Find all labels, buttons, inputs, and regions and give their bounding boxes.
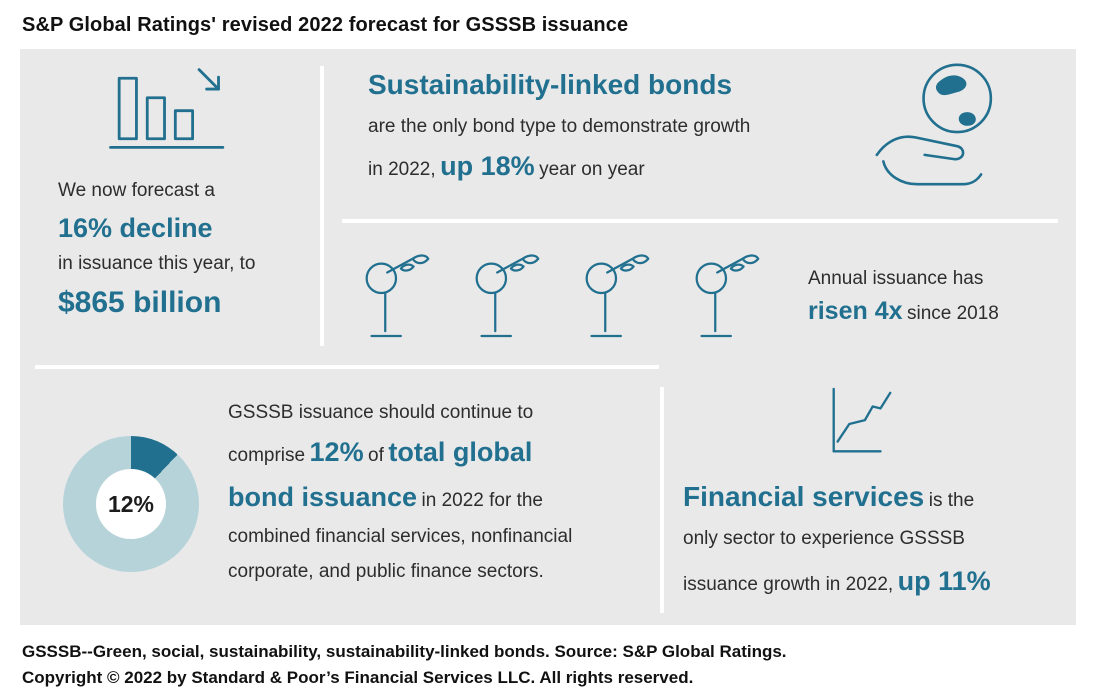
slb-line2-pre: in 2022, (368, 158, 436, 180)
gsssb-share-block: GSSSB issuance should continue to compri… (228, 401, 668, 595)
issuance-highlight: risen 4x (808, 296, 903, 325)
divider-horizontal-left (35, 365, 659, 369)
gsssb-percent-highlight: 12% (309, 436, 364, 467)
sprout-bulb-icon (352, 241, 440, 344)
gsssb-bond-issuance-highlight: bond issuance (228, 481, 418, 512)
financial-growth-highlight: up 11% (897, 566, 991, 597)
donut-center-label: 12% (107, 490, 155, 517)
issuance-line2: risen 4x since 2018 (808, 293, 999, 329)
forecast-line1: We now forecast a (58, 180, 216, 201)
sprout-bulb-icon (572, 241, 660, 344)
gsssb-line3: bond issuance in 2022 for the (228, 481, 668, 515)
gsssb-line1: GSSSB issuance should continue to (228, 402, 534, 423)
divider-horizontal-right (342, 219, 1058, 223)
issuance-line1: Annual issuance has (808, 268, 984, 289)
financial-line1: Financial services is the (683, 479, 1073, 515)
financial-line2: only sector to experience GSSSB (683, 528, 965, 550)
forecast-line2: in issuance this year, to (58, 253, 256, 275)
infographic-panel: We now forecast a 16% decline in issuanc… (20, 49, 1076, 625)
slb-growth-highlight: up 18% (440, 150, 535, 181)
financial-line3-pre: issuance growth in 2022, (683, 574, 894, 596)
issuance-block: Annual issuance has risen 4x since 2018 (808, 265, 999, 329)
financial-services-block: Financial services is the only sector to… (683, 479, 1073, 611)
slb-line2-post: year on year (539, 158, 645, 180)
divider-vertical-top (320, 66, 324, 346)
gsssb-line2-mid: of (368, 444, 384, 466)
gsssb-line4: combined financial services, nonfinancia… (228, 526, 573, 548)
issuance-post: since 2018 (906, 302, 999, 324)
slb-line2: in 2022, up 18% year on year (368, 148, 868, 184)
financial-line3: issuance growth in 2022, up 11% (683, 564, 1073, 599)
forecast-amount-highlight: $865 billion (58, 285, 222, 319)
sprout-icon-row (352, 241, 770, 344)
footer-source-note: GSSSB--Green, social, sustainability, su… (22, 642, 787, 661)
sprout-bulb-icon (462, 241, 550, 344)
forecast-decline-highlight: 16% decline (58, 212, 213, 243)
gsssb-line3-post: in 2022 for the (421, 489, 543, 511)
financial-services-heading: Financial services (683, 481, 925, 512)
footer-copyright: Copyright © 2022 by Standard & Poor’s Fi… (22, 668, 694, 687)
slb-heading: Sustainability-linked bonds (368, 69, 733, 100)
sprout-bulb-icon (682, 241, 770, 344)
rising-line-chart-icon (822, 383, 900, 466)
globe-in-hand-icon (866, 55, 1018, 207)
forecast-block: We now forecast a 16% decline in issuanc… (58, 180, 256, 321)
declining-bar-chart-icon (106, 61, 236, 169)
divider-vertical-bottom (660, 387, 664, 613)
gsssb-total-global-highlight: total global (388, 436, 533, 467)
footer: GSSSB--Green, social, sustainability, su… (22, 639, 1096, 691)
gsssb-line5: corporate, and public finance sectors. (228, 561, 544, 582)
gsssb-line2-pre: comprise (228, 444, 306, 466)
page-title: S&P Global Ratings' revised 2022 forecas… (22, 14, 629, 36)
donut-chart: 12% (63, 436, 199, 572)
slb-block: Sustainability-linked bonds are the only… (368, 69, 868, 192)
gsssb-line2: comprise 12% of total global (228, 436, 668, 470)
financial-heading-post: is the (928, 490, 975, 511)
slb-line1: are the only bond type to demonstrate gr… (368, 116, 751, 137)
